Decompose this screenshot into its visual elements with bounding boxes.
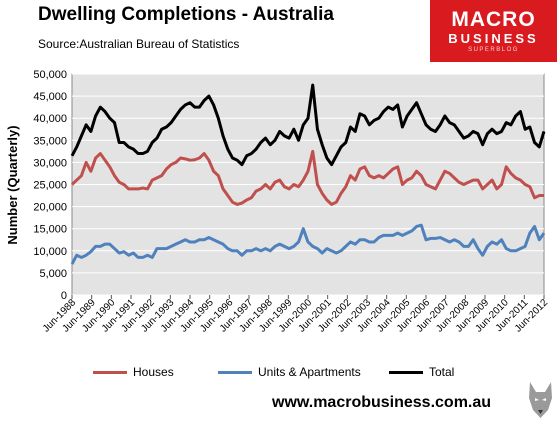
y-tick-label: 25,000 bbox=[33, 180, 67, 192]
series-line-total bbox=[70, 83, 546, 167]
y-tick-label: 0 bbox=[61, 290, 67, 302]
series-line-units-apartments bbox=[70, 223, 546, 265]
website-url[interactable]: www.macrobusiness.com.au bbox=[272, 394, 492, 411]
y-tick-label: 5,000 bbox=[39, 268, 67, 280]
y-tick-label: 30,000 bbox=[33, 157, 67, 169]
legend-label-houses: Houses bbox=[133, 365, 174, 379]
legend-swatch-total bbox=[389, 371, 423, 375]
y-axis-ticks: 0 5,000 10,000 15,000 20,000 25,000 30,000 35,0… bbox=[33, 69, 67, 302]
y-tick-label: 20,000 bbox=[33, 202, 67, 214]
series-lines bbox=[70, 83, 546, 265]
legend-label-units: Units & Apartments bbox=[258, 365, 361, 379]
y-tick-label: 35,000 bbox=[33, 135, 67, 147]
y-tick-label: 10,000 bbox=[33, 246, 67, 258]
legend-swatch-units bbox=[218, 371, 252, 375]
y-axis-label: Number (Quarterly) bbox=[5, 125, 20, 244]
y-tick-label: 15,000 bbox=[33, 224, 67, 236]
source-note: Source:Australian Bureau of Statistics bbox=[38, 37, 240, 51]
page-title: Dwelling Completions - Australia bbox=[38, 4, 334, 25]
logo-tagline: SUPERBLOG bbox=[468, 47, 519, 53]
x-axis-ticks: Jun-1988Jun-1989Jun-1990Jun-1991Jun-1992… bbox=[41, 295, 550, 335]
wolf-head-icon bbox=[529, 382, 552, 418]
y-tick-label: 50,000 bbox=[33, 69, 67, 81]
legend-label-total: Total bbox=[429, 365, 455, 379]
logo-main-text: MACRO bbox=[451, 8, 536, 31]
dwelling-completions-chart: 0 5,000 10,000 15,000 20,000 25,000 30,000 35,0… bbox=[5, 69, 550, 335]
y-tick-label: 45,000 bbox=[33, 91, 67, 103]
y-tick-label: 40,000 bbox=[33, 113, 67, 125]
legend-units: Units & Apartments bbox=[218, 365, 361, 379]
macro-business-logo[interactable]: MACRO BUSINESS SUPERBLOG bbox=[430, 0, 557, 62]
legend-houses: Houses bbox=[93, 365, 174, 379]
series-line-houses bbox=[70, 149, 544, 206]
legend-total: Total bbox=[389, 365, 454, 379]
logo-sub-text: BUSINESS bbox=[448, 31, 539, 46]
legend-swatch-houses bbox=[93, 371, 127, 375]
